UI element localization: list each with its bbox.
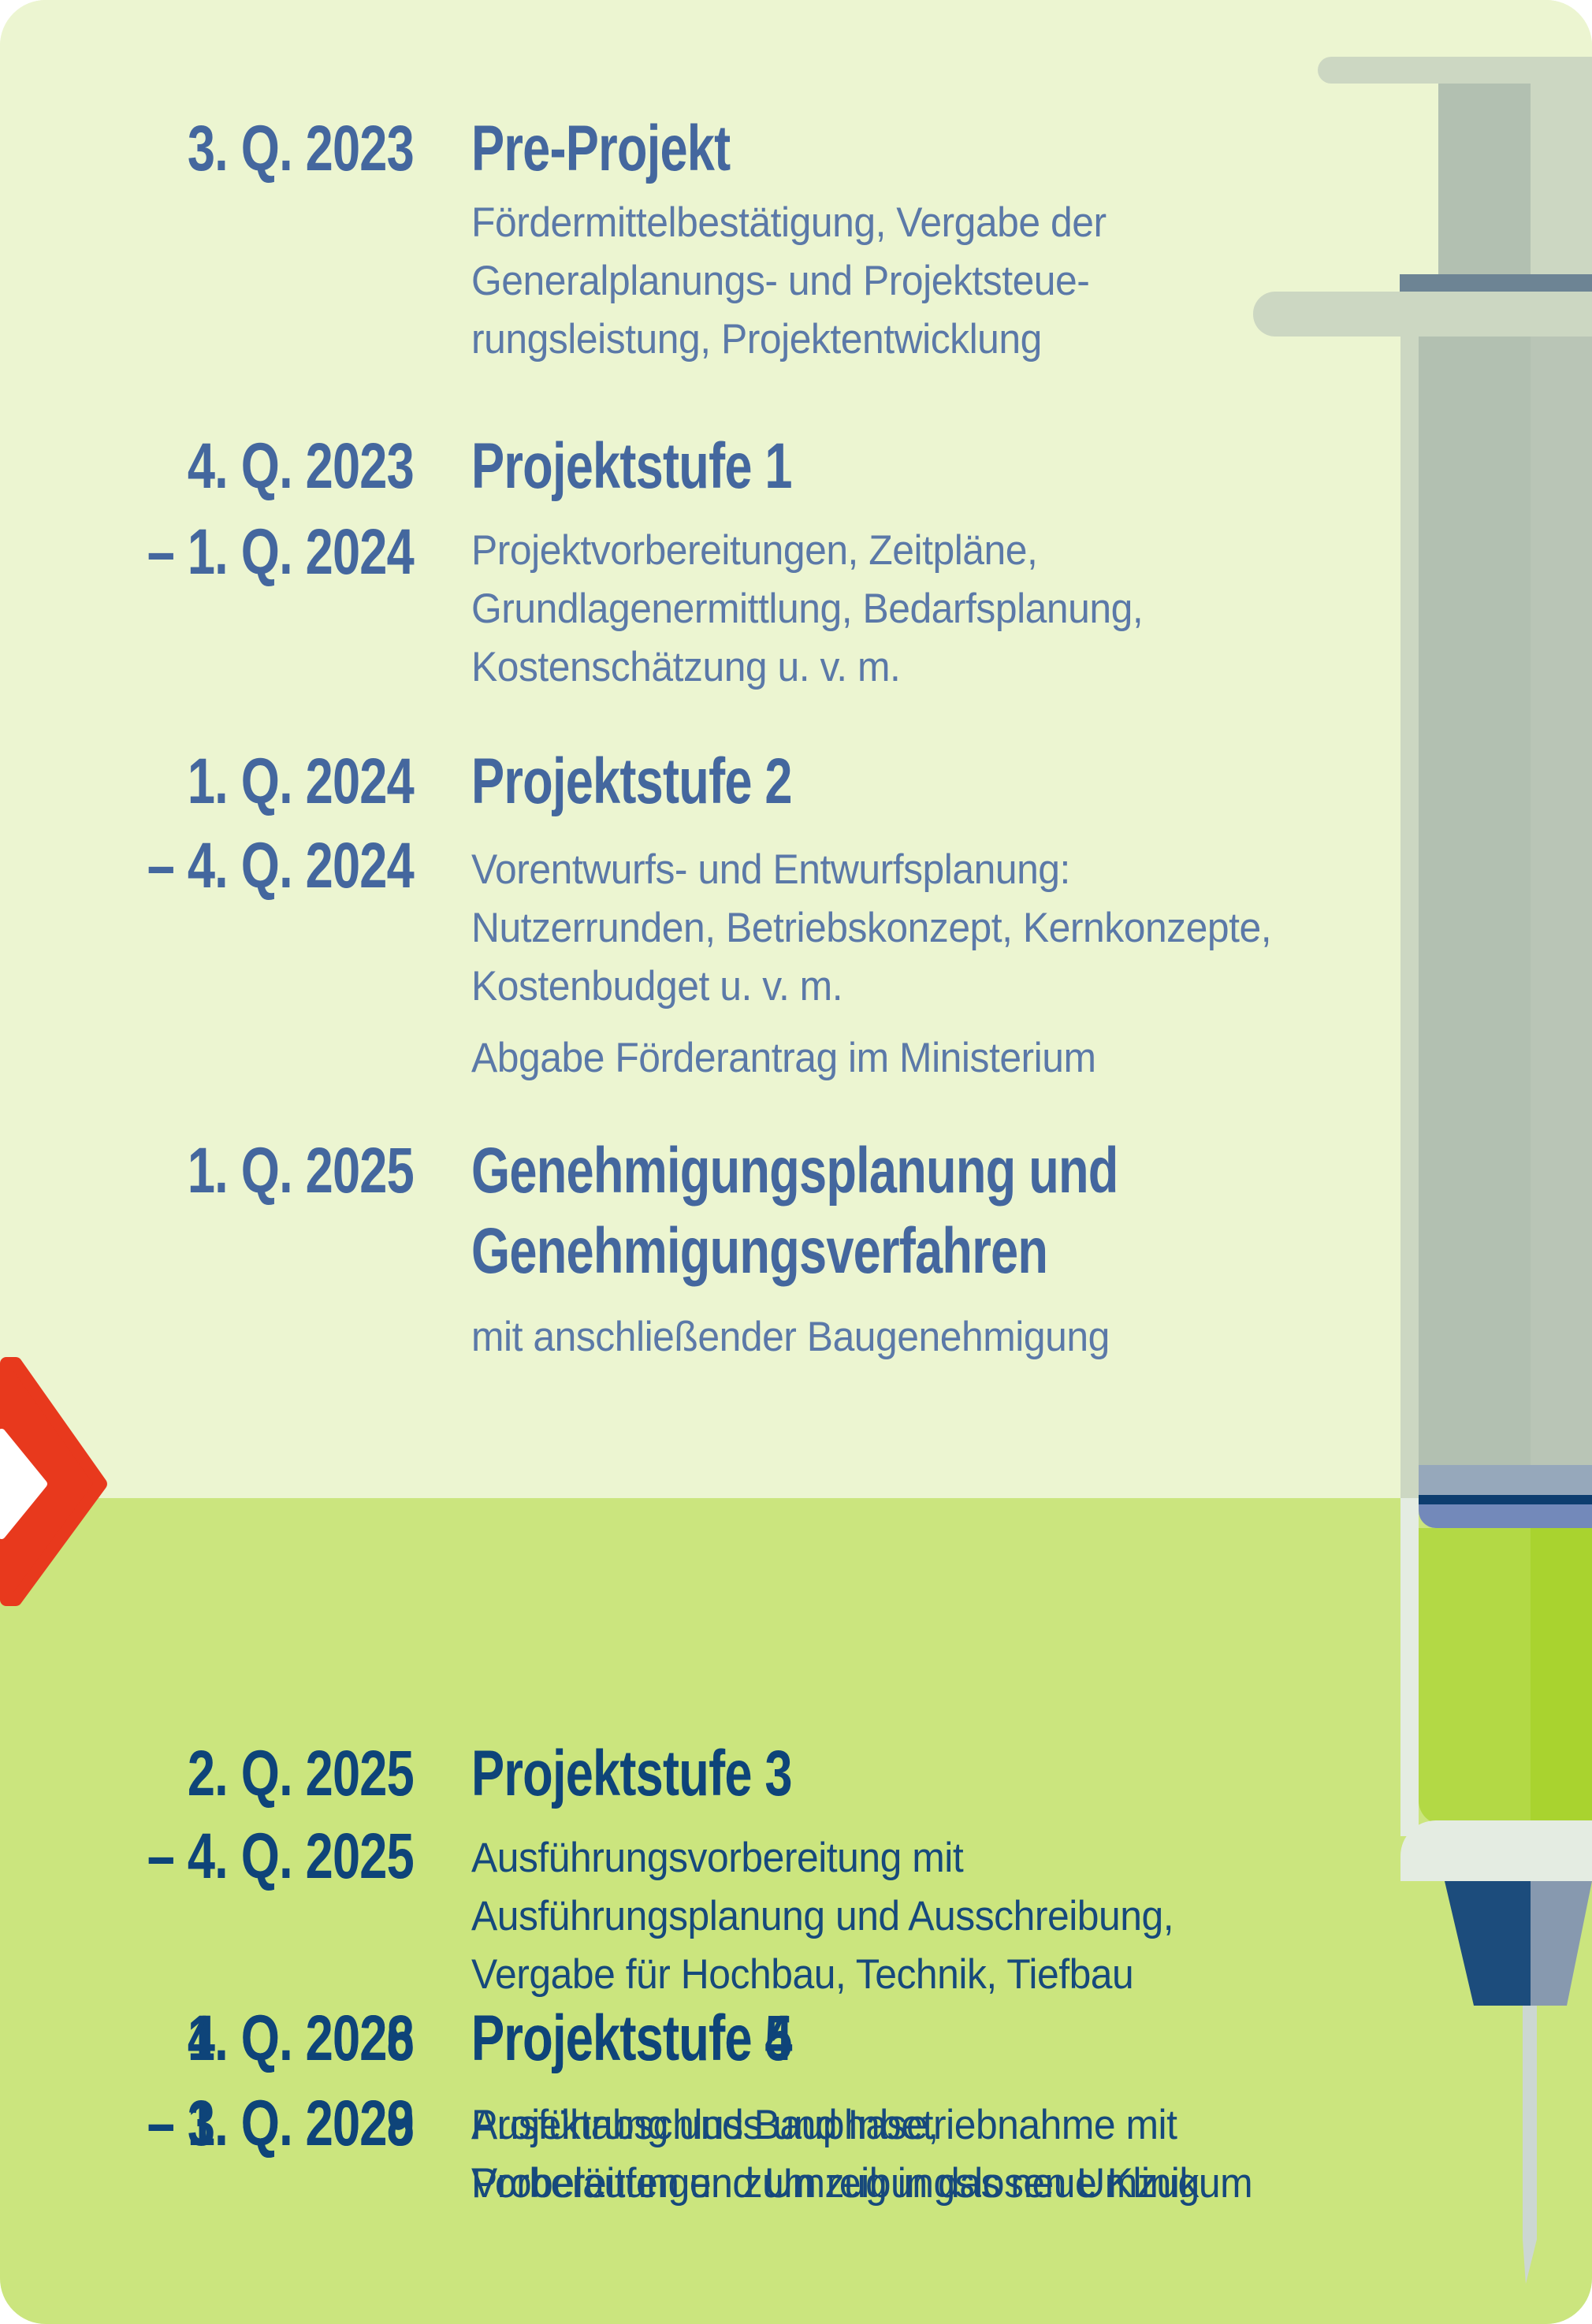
entry-date-end: – 4. Q. 2025 — [147, 1820, 415, 1892]
entry-description: Ausführungsvorbereitung mit Ausführungsp… — [471, 1835, 1174, 1998]
entry-date-start: 1. Q. 2024 — [187, 746, 415, 817]
section-background-past — [0, 0, 1592, 1498]
syringe-liquid-right — [1531, 1528, 1592, 1824]
entry-date-start: 1. Q. 2025 — [187, 1135, 415, 1207]
entry-title: Projektstufe 3 — [471, 1738, 793, 1809]
entry-title: Projektstufe 2 — [471, 746, 793, 817]
entry-description: mit anschließender Baugenehmigung — [471, 1314, 1110, 1360]
syringe-barrel-interior-right — [1531, 337, 1592, 1465]
entry-date-end: – 4. Q. 2024 — [147, 830, 415, 902]
entry-title: Projektstufe 5 — [471, 2002, 793, 2074]
syringe-needle — [1523, 2006, 1537, 2284]
entry-date-start: 4. Q. 2028 — [187, 2002, 415, 2074]
entry-date-start: 4. Q. 2023 — [187, 430, 415, 502]
entry-date-start: 1. Q. 2026 — [187, 2002, 415, 2074]
syringe-barrel-wall-lower — [1400, 1498, 1419, 1836]
entry-description-2: Abgabe Förderantrag im Ministerium — [471, 1035, 1096, 1081]
entry-description: Vorentwurfs- und Entwurfsplanung: Nutzer… — [471, 846, 1272, 1010]
syringe-seal-stripe-gray — [1419, 1465, 1592, 1495]
entry-date-start: 2. Q. 2025 — [187, 1738, 415, 1809]
syringe-finger-flange — [1253, 292, 1592, 337]
entry-description: Projektvorbereitungen, Zeitpläne, Grundl… — [471, 527, 1144, 690]
syringe-barrel-opening — [1400, 274, 1592, 292]
syringe-barrel-bottom — [1400, 1820, 1592, 1881]
entry-date-end: – 1. Q. 2024 — [147, 516, 415, 588]
section-background-current — [0, 1498, 1592, 2324]
syringe-barrel-interior-left — [1419, 337, 1531, 1465]
entry-date-end: – 1. Q. 2029 — [147, 2088, 415, 2159]
entry-description: Ausführung und Bauphase, Vorbereitungen … — [471, 2102, 1200, 2207]
syringe-plunger-seal — [1419, 1465, 1592, 1528]
syringe-seal-stripe-blue — [1419, 1504, 1592, 1528]
entry-description: Projektabschluss und Inbetriebnahme mit … — [471, 2102, 1253, 2207]
entry-date-start: 3. Q. 2023 — [187, 113, 415, 184]
entry-title: Projektstufe 4 — [471, 2002, 793, 2074]
entry-title: Pre-Projekt — [471, 113, 731, 184]
syringe-plunger-handle — [1318, 57, 1592, 84]
syringe-plunger-rod-highlight — [1531, 84, 1592, 274]
syringe-barrel-wall-upper — [1400, 337, 1419, 1498]
syringe-plunger-rod — [1438, 84, 1531, 274]
entry-title: Genehmigungsplanung und Genehmigungsverf… — [471, 1135, 1118, 1287]
syringe-seal-stripe-navy — [1419, 1495, 1592, 1504]
entry-description: Fördermittelbestätigung, Vergabe der Gen… — [471, 199, 1107, 363]
syringe-liquid-left — [1419, 1528, 1531, 1824]
current-stage-arrow-icon — [0, 1357, 107, 1606]
entry-title: Projektstufe 1 — [471, 430, 793, 502]
entry-date-end: – 3. Q. 2028 — [147, 2088, 415, 2159]
